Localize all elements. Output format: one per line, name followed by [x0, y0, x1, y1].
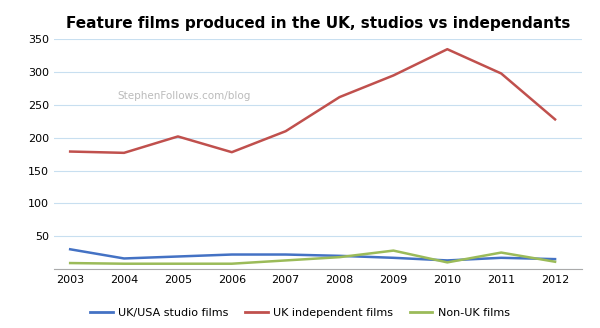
Title: Feature films produced in the UK, studios vs independants: Feature films produced in the UK, studio…: [66, 16, 570, 31]
Text: StephenFollows.com/blog: StephenFollows.com/blog: [118, 91, 251, 101]
Legend: UK/USA studio films, UK independent films, Non-UK films: UK/USA studio films, UK independent film…: [86, 303, 514, 322]
